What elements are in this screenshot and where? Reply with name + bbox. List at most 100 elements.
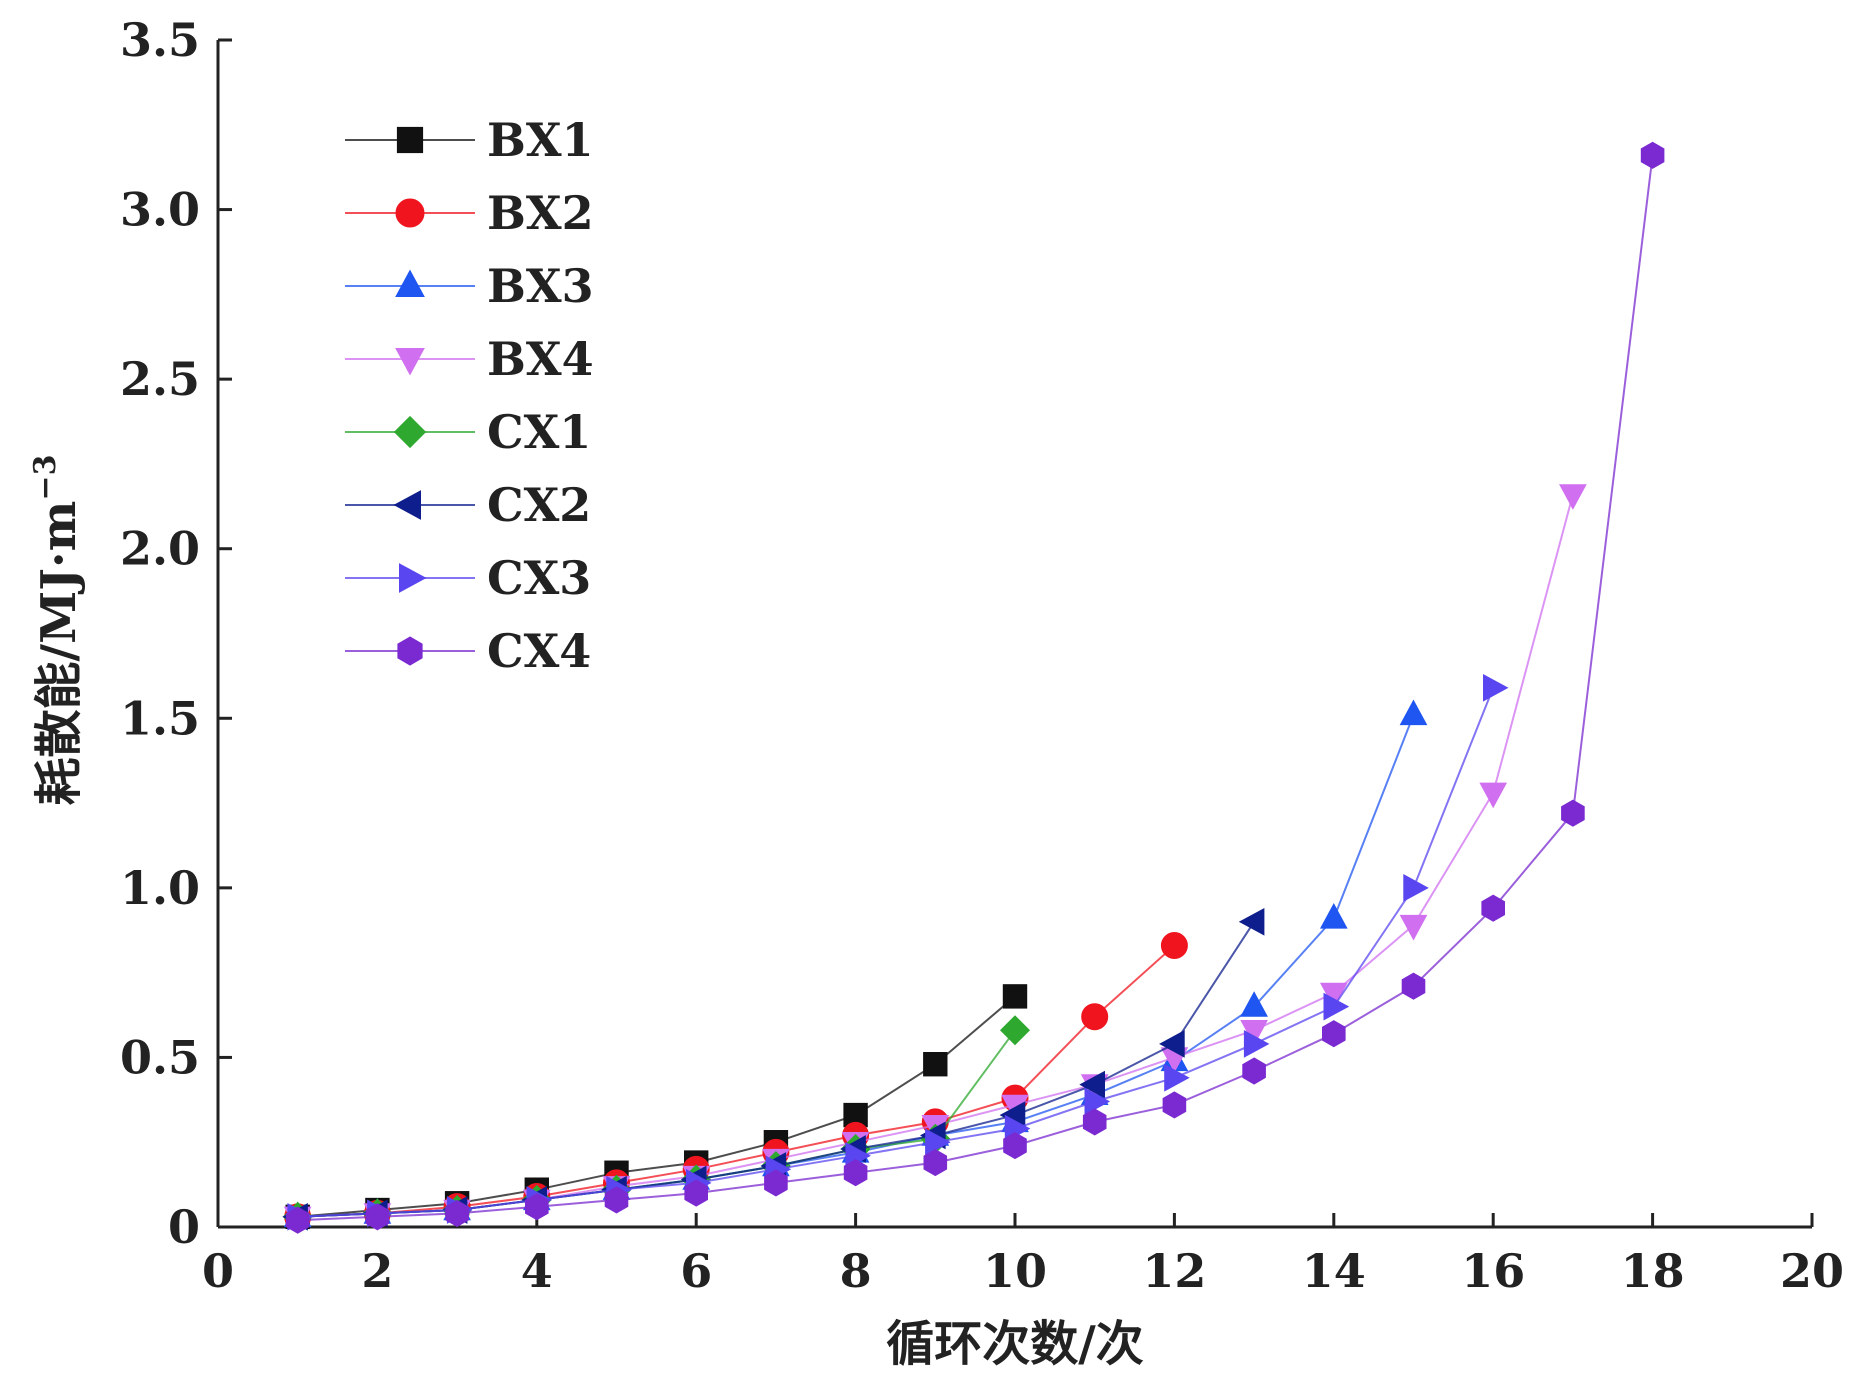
point-cx4-16 [1481,894,1505,922]
legend-item-bx3: BX3 [345,259,594,313]
legend-marker-bx2 [395,198,425,228]
point-bx2-11 [1081,1003,1109,1031]
tick-marks: 0 2 4 6 8 10 12 14 16 18 20 0 0.5 1.0 1.5 2.0 2.5 3.0 3.5 [120,13,1844,1298]
point-cx3-14 [1323,992,1350,1021]
x-tick-label-18: 18 [1621,1244,1685,1298]
point-cx4-2 [365,1203,390,1231]
point-cx4-13 [1242,1057,1266,1085]
y-axis-title-superscript: −3 [28,455,63,501]
point-cx4-14 [1322,1020,1346,1048]
legend-marker-cx1 [393,415,427,449]
point-cx4-4 [525,1193,549,1221]
x-axis-title: 循环次数/次 [886,1316,1144,1372]
y-tick-label-0.5: 0.5 [120,1030,200,1084]
legend-item-bx4: BX4 [345,332,594,386]
point-cx4-3 [445,1199,469,1227]
legend-label-cx4: CX4 [487,624,591,678]
point-cx2-13 [1238,907,1265,936]
point-bx3-14 [1319,903,1348,929]
point-bx4-16 [1479,782,1508,809]
axes [216,40,1812,1229]
series-line-bx1 [297,995,1016,1218]
legend-marker-bx4 [395,348,425,376]
legend-label-bx1: BX1 [487,113,594,167]
point-bx3-13 [1240,991,1268,1017]
point-bx3-15 [1399,699,1428,726]
y-axis-title-group: 耗散能/MJ·m−3 [28,455,87,806]
point-cx3-11 [1084,1087,1111,1116]
x-tick-label-8: 8 [840,1244,872,1298]
legend-item-cx2: CX2 [345,478,591,532]
legend-marker-cx3 [399,563,427,593]
x-tick-label-0: 0 [202,1244,234,1298]
y-tick-label-1.5: 1.5 [120,691,200,745]
series-cx4 [285,141,1665,1234]
point-cx2-12 [1159,1030,1185,1058]
x-tick-label-20: 20 [1780,1244,1844,1298]
legend-marker-cx4 [397,636,423,666]
legend-item-cx3: CX3 [345,551,591,605]
point-bx1-10 [1002,984,1028,1009]
point-cx3-13 [1243,1030,1270,1058]
point-cx3-16 [1483,673,1509,702]
series-cx3 [287,673,1509,1231]
x-tick-label-6: 6 [680,1244,712,1298]
series-bx4 [283,484,1587,1233]
legend-marker-bx3 [395,269,425,297]
legend-label-bx2: BX2 [487,186,594,240]
point-cx4-6 [684,1179,708,1207]
y-tick-label-3.5: 3.5 [120,13,200,67]
series-layer [282,141,1665,1234]
series-bx1 [285,984,1028,1230]
legend-label-bx4: BX4 [487,332,594,386]
x-tick-label-14: 14 [1302,1244,1366,1298]
legend-item-bx1: BX1 [345,113,594,167]
y-axis-title: 耗散能/MJ·m−3 [28,455,87,806]
x-tick-label-2: 2 [361,1244,393,1298]
y-tick-label-0: 0 [168,1200,200,1254]
legend-label-bx3: BX3 [487,259,594,313]
series-line-cx3 [297,687,1495,1218]
point-cx4-5 [604,1186,629,1214]
y-tick-label-3: 3.0 [120,183,200,237]
point-cx4-9 [923,1149,948,1177]
point-bx2-12 [1160,932,1188,960]
y-tick-label-2: 2.0 [120,522,200,576]
series-bx2 [284,932,1188,1231]
legend-item-bx2: BX2 [345,186,594,240]
point-cx4-15 [1401,972,1426,1000]
point-cx4-17 [1561,799,1585,827]
legend: BX1 BX2 BX3 BX4 CX1 CX2 CX3 CX4 [345,113,594,678]
point-cx4-8 [843,1159,868,1187]
y-axis-title-main: 耗散能/MJ·m [31,501,87,806]
point-cx2-11 [1079,1070,1105,1099]
legend-marker-cx2 [393,490,421,520]
point-cx3-12 [1164,1063,1190,1092]
legend-label-cx1: CX1 [487,405,591,459]
point-cx1-10 [999,1015,1031,1046]
x-tick-label-12: 12 [1142,1244,1206,1298]
x-tick-label-4: 4 [521,1244,553,1298]
legend-marker-bx1 [396,126,424,154]
point-bx1-9 [923,1052,948,1077]
point-cx4-10 [1003,1132,1027,1160]
series-cx1 [282,1015,1031,1232]
point-bx4-17 [1559,484,1587,510]
legend-item-cx4: CX4 [345,624,591,678]
point-cx4-7 [764,1169,788,1197]
series-line-cx4 [297,155,1654,1222]
y-tick-label-1: 1.0 [120,861,200,915]
point-bx4-15 [1399,914,1428,941]
point-cx3-15 [1403,874,1429,902]
y-tick-label-2.5: 2.5 [120,352,200,406]
series-line-cx1 [297,1029,1016,1218]
point-cx4-18 [1640,141,1665,169]
legend-label-cx2: CX2 [487,478,591,532]
point-cx4-1 [285,1206,310,1234]
x-tick-label-16: 16 [1461,1244,1525,1298]
legend-label-cx3: CX3 [487,551,591,605]
point-cx3-9 [925,1128,951,1157]
x-tick-label-10: 10 [983,1244,1047,1298]
legend-item-cx1: CX1 [345,405,591,459]
